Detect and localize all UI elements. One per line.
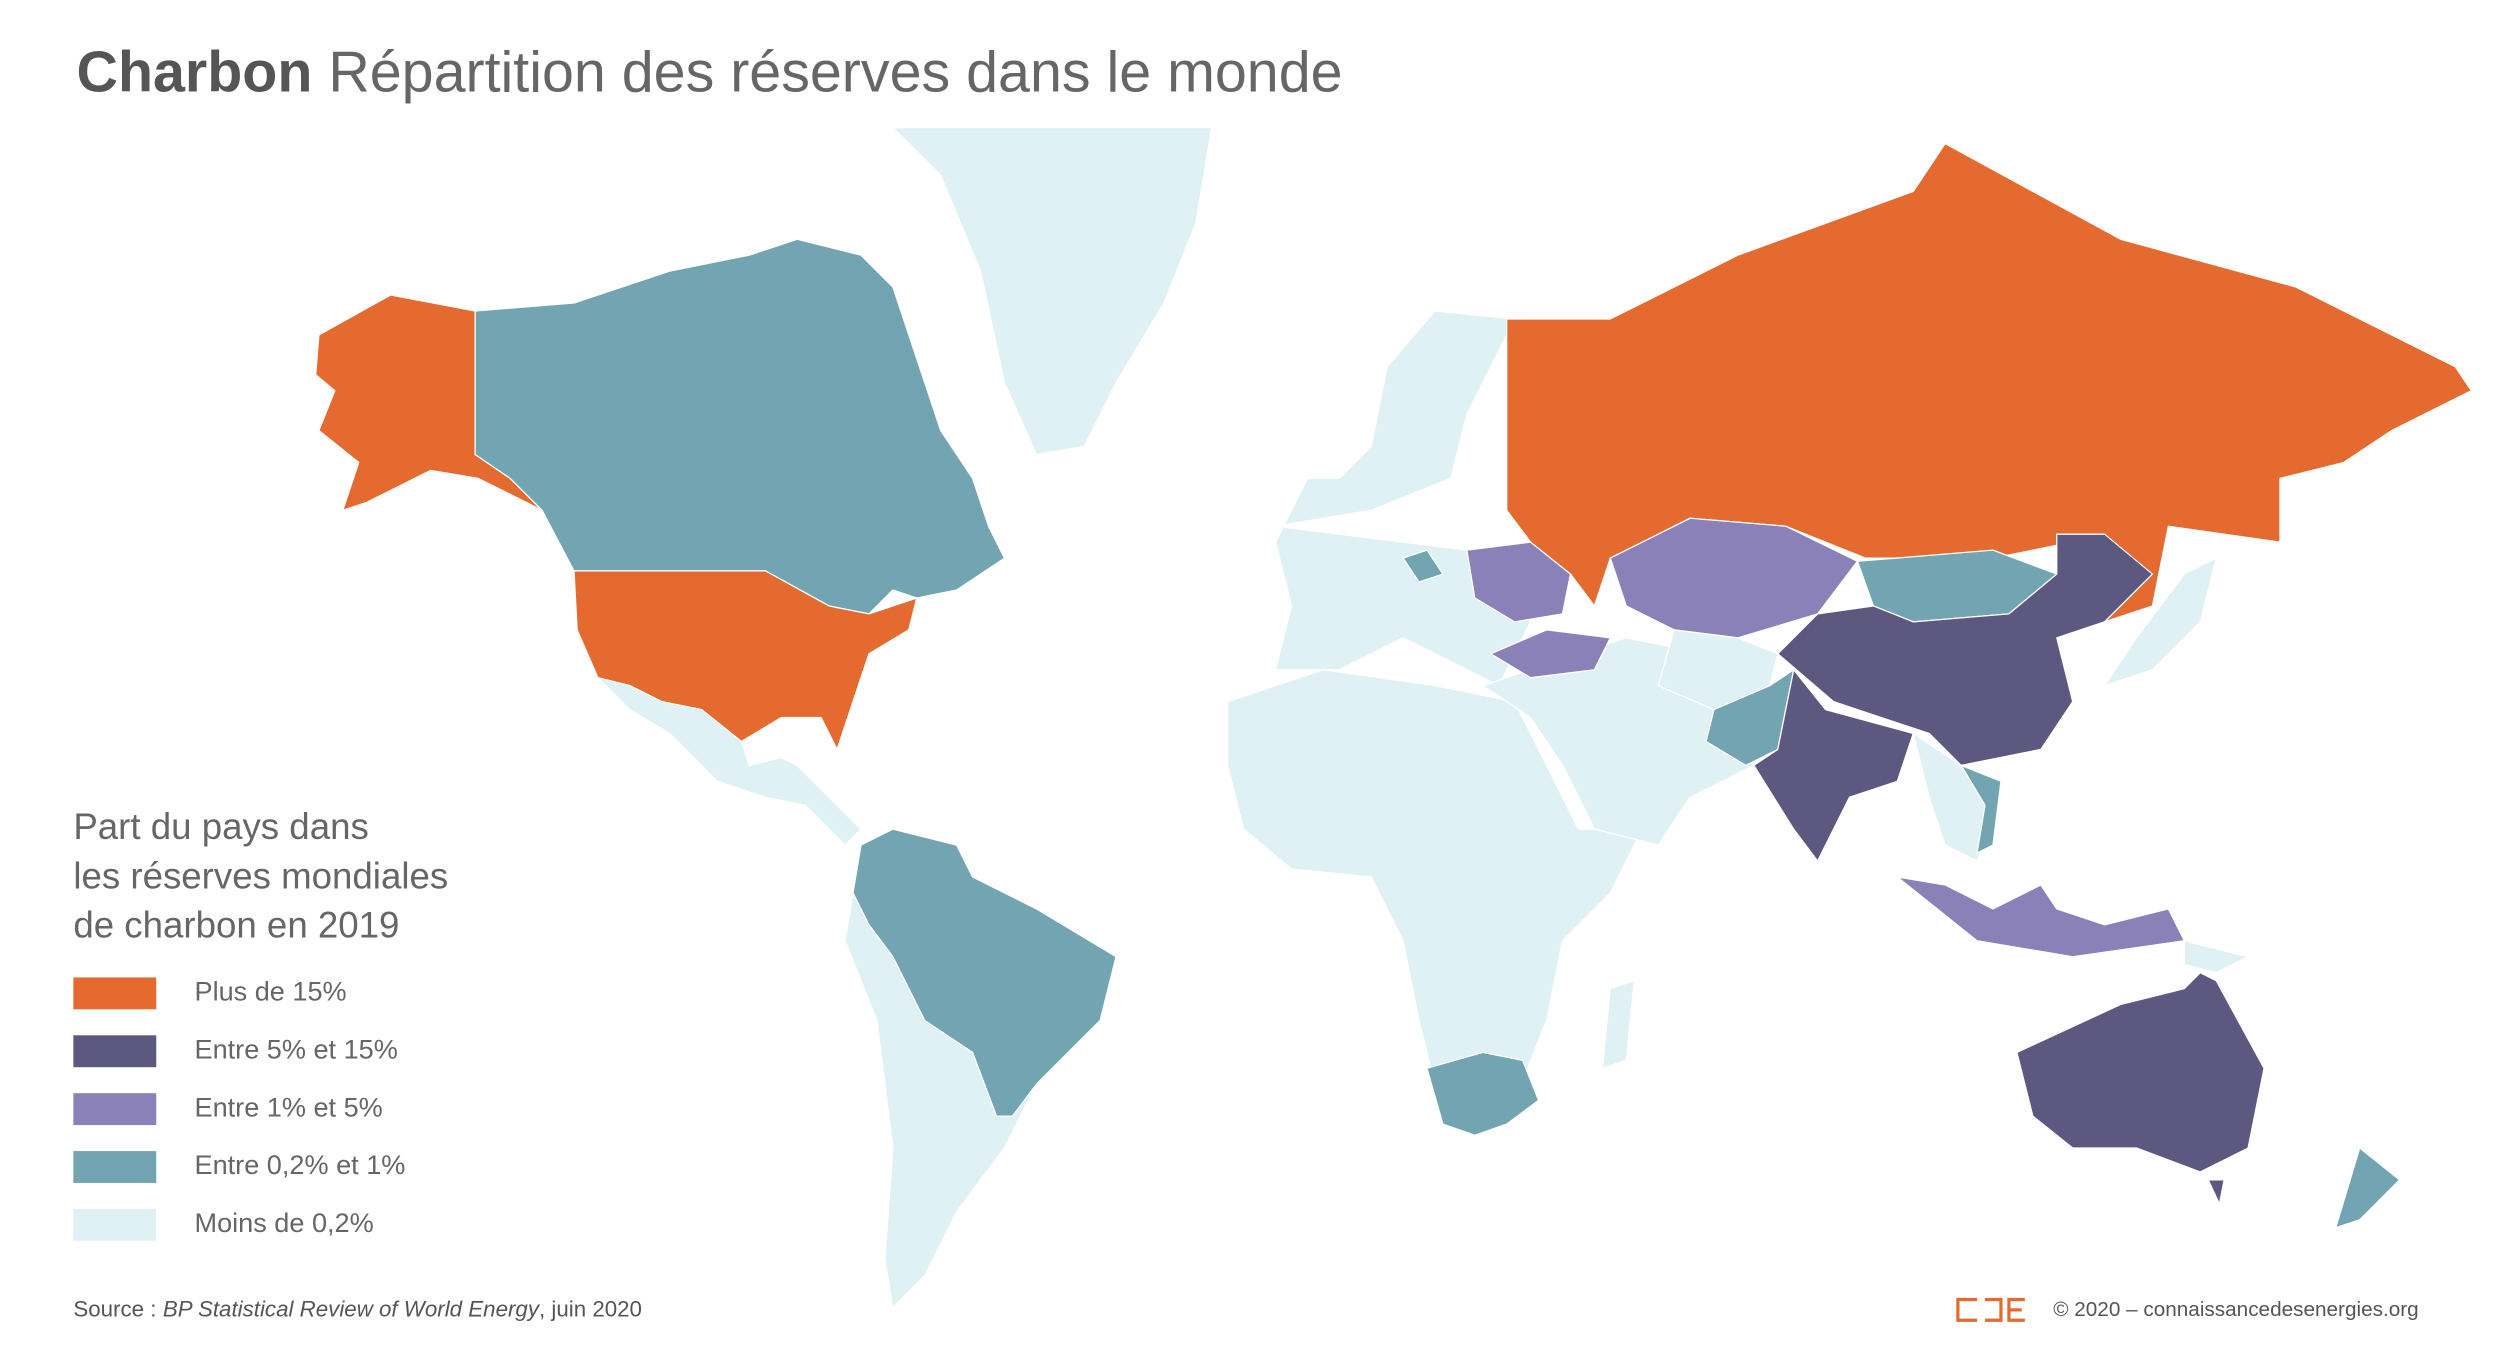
vietnam (1960, 764, 2002, 854)
source-prefix: Source : (73, 1297, 156, 1322)
legend-label: Moins de 0,2% (195, 1207, 374, 1238)
legend-swatch (73, 1208, 157, 1241)
legend: Part du pays dans les réserves mondiales… (73, 806, 448, 1241)
europe (1274, 310, 1532, 687)
legend-swatch (73, 1093, 157, 1126)
legend-swatch (73, 1151, 157, 1183)
copyright: © 2020 – connaissancedesenergies.org (2053, 1298, 2418, 1321)
australia (2016, 972, 2265, 1173)
mexico (597, 677, 862, 846)
papua-new-guinea (2183, 940, 2249, 974)
south-africa (1426, 1051, 1540, 1136)
legend-swatch (73, 977, 157, 1010)
legend-label: Plus de 15% (195, 976, 347, 1007)
title: Charbon Répartition des réserves dans le … (77, 41, 1343, 105)
russia (1506, 142, 2472, 623)
title-bold: Charbon (77, 41, 313, 105)
legend-label: Entre 5% et 15% (195, 1033, 398, 1064)
legend-title: les réserves mondiales (73, 855, 448, 896)
legend-swatch (73, 1035, 157, 1068)
title-rest: Répartition des réserves dans le monde (328, 41, 1342, 105)
greenland (892, 126, 1213, 456)
legend-title: Part du pays dans (73, 806, 368, 847)
world-map (315, 126, 2472, 1309)
source: Source : BP Statistical Review of World E… (73, 1297, 642, 1322)
madagascar (1601, 979, 1635, 1069)
japan (2103, 557, 2217, 687)
canada (474, 238, 1006, 615)
tasmania (2207, 1179, 2225, 1205)
new-zealand (2335, 1147, 2401, 1229)
india (1753, 669, 1914, 862)
balkans (1402, 549, 1444, 583)
legend-label: Entre 1% et 5% (195, 1091, 383, 1122)
turkey (1490, 629, 1611, 679)
indonesia (1896, 876, 2185, 958)
legend-title: de charbon en 2019 (73, 905, 399, 946)
china (1777, 533, 2154, 767)
source-title: BP Statistical Review of World Energy (163, 1297, 541, 1322)
africa (1227, 669, 1643, 1133)
source-suffix: , juin 2020 (539, 1297, 642, 1322)
logo (1956, 1297, 2025, 1322)
brazil-colombia-venezuela (852, 828, 1117, 1117)
legend-label: Entre 0,2% et 1% (195, 1149, 406, 1180)
